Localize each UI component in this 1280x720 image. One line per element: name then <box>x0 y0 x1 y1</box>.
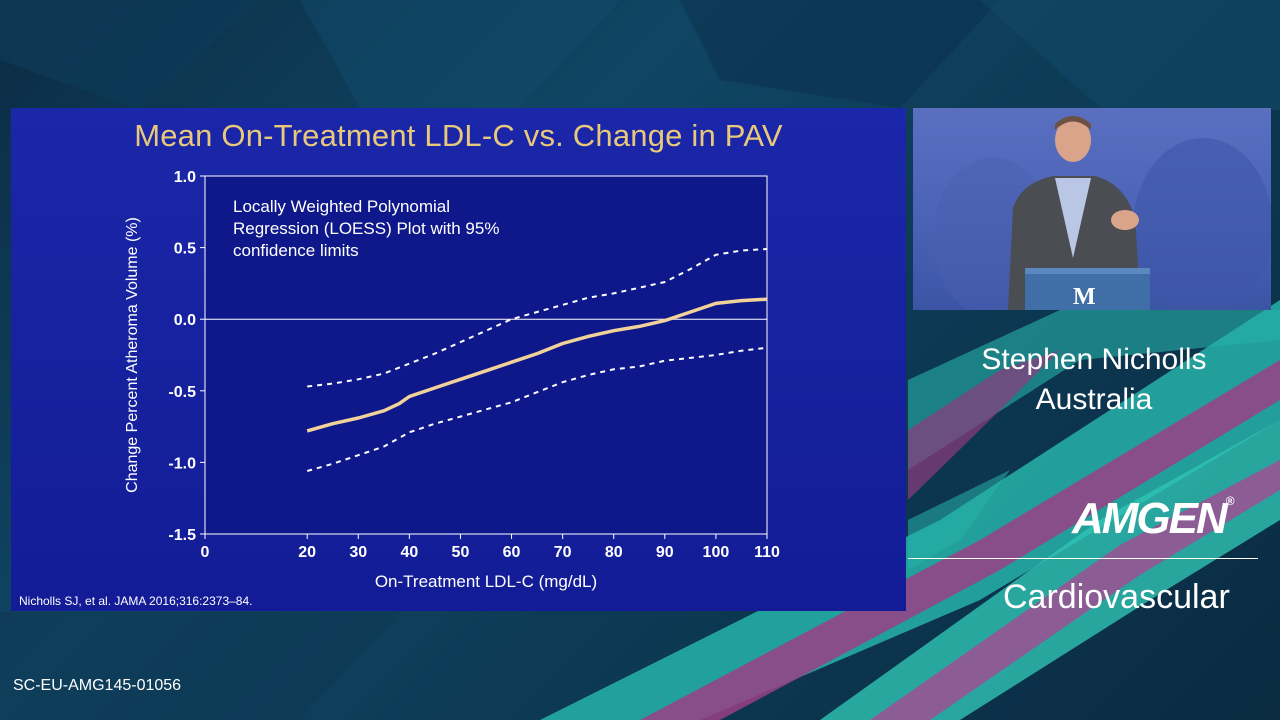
presentation-slide: Mean On-Treatment LDL-C vs. Change in PA… <box>11 108 906 611</box>
brand-divider <box>908 558 1258 559</box>
y-axis-label: Change Percent Atheroma Volume (%) <box>124 217 141 493</box>
slide-title: Mean On-Treatment LDL-C vs. Change in PA… <box>134 118 783 153</box>
x-tick-label: 90 <box>656 544 674 561</box>
y-tick-label: 1.0 <box>174 169 196 186</box>
speaker-country: Australia <box>1035 383 1153 416</box>
y-tick-label: 0.0 <box>174 312 196 329</box>
registered-mark: ® <box>1225 494 1235 508</box>
amgen-logo: AMGEN® <box>1072 494 1235 544</box>
x-tick-label: 30 <box>349 544 367 561</box>
x-tick-label: 70 <box>554 544 572 561</box>
y-tick-label: -1.5 <box>168 527 196 544</box>
y-tick-label: -1.0 <box>168 455 196 472</box>
x-tick-label: 40 <box>400 544 418 561</box>
x-tick-label: 110 <box>754 544 780 561</box>
x-tick-label: 100 <box>703 544 730 561</box>
loess-chart: 1.0 0.5 0.0 -0.5 -1.0 -1.5 0 20 30 40 50 60 70 80 90 10… <box>124 169 780 591</box>
x-axis-label: On-Treatment LDL-C (mg/dL) <box>375 572 597 591</box>
loess-curve <box>306 297 768 433</box>
speaker-name: Stephen Nicholls <box>981 343 1207 376</box>
chart-annotation-line: confidence limits <box>233 241 359 260</box>
speaker-video: M <box>913 108 1271 310</box>
x-tick-label: 80 <box>605 544 623 561</box>
lower-confidence-limit <box>306 346 768 472</box>
x-tick-label: 20 <box>298 544 316 561</box>
x-tick-label: 0 <box>201 544 210 561</box>
chart-annotation-line: Regression (LOESS) Plot with 95% <box>233 219 499 238</box>
x-tick-label: 60 <box>503 544 521 561</box>
speaker-figure <box>933 116 1271 310</box>
x-tick-label: 50 <box>452 544 470 561</box>
amgen-logo-text: AMGEN <box>1072 494 1228 543</box>
citation: Nicholls SJ, et al. JAMA 2016;316:2373–8… <box>19 594 253 608</box>
speaker-caption: Stephen Nicholls Australia <box>908 340 1280 420</box>
y-tick-label: -0.5 <box>168 384 196 401</box>
document-code: SC-EU-AMG145-01056 <box>13 677 182 694</box>
brand-subtitle: Cardiovascular <box>1003 578 1230 616</box>
y-tick-label: 0.5 <box>174 241 196 258</box>
plot-area <box>204 175 768 535</box>
podium-logo: M <box>1073 284 1096 310</box>
upper-confidence-limit <box>307 248 768 388</box>
chart-annotation-line: Locally Weighted Polynomial <box>233 197 450 216</box>
